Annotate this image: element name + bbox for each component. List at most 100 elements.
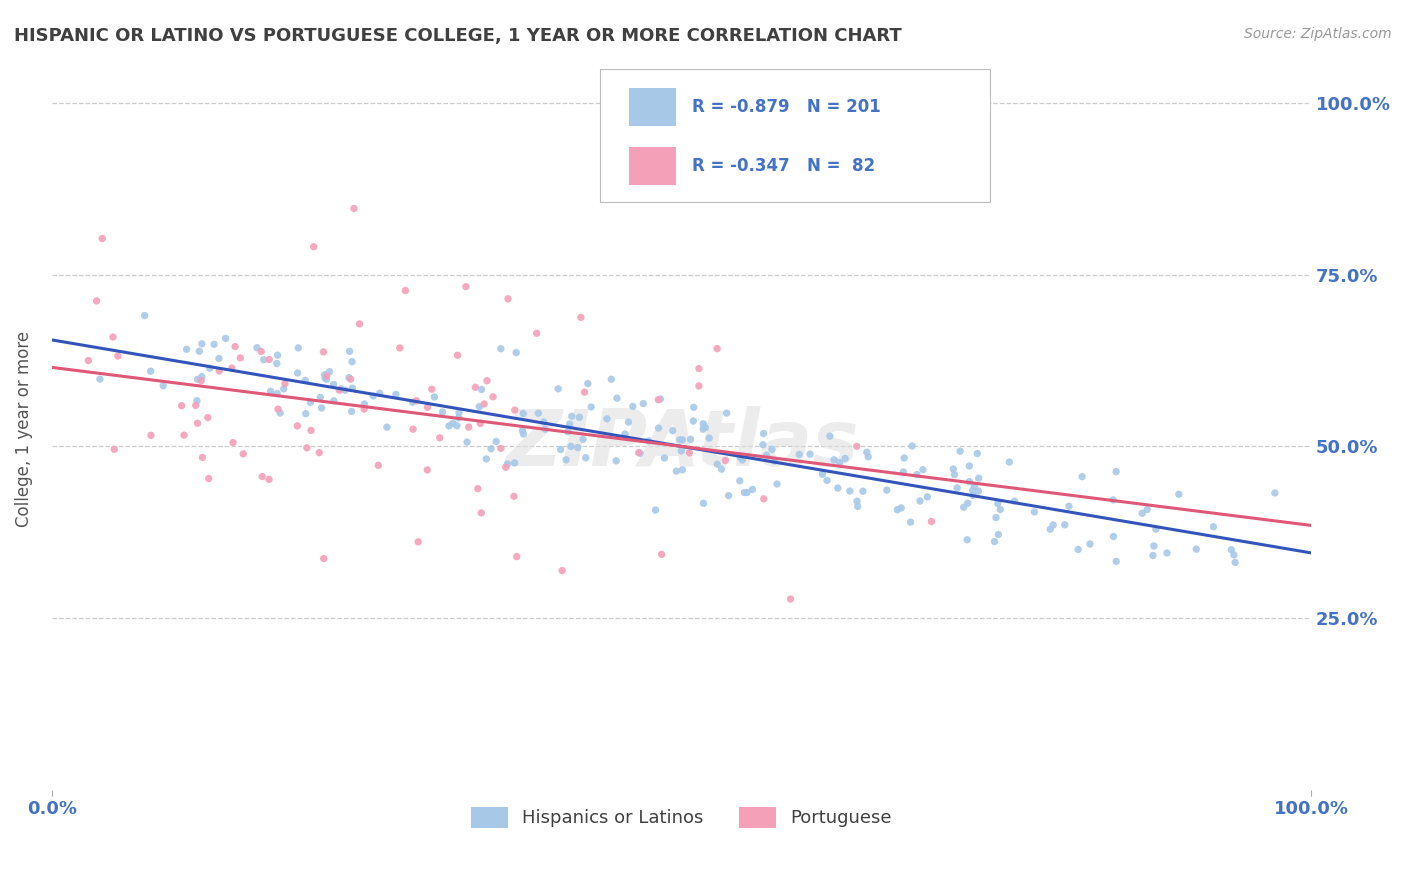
Point bbox=[671, 444, 693, 458]
Point bbox=[479, 442, 502, 456]
Point bbox=[77, 353, 100, 368]
Point bbox=[1078, 537, 1101, 551]
Point bbox=[627, 445, 650, 459]
Point bbox=[901, 439, 924, 453]
Point bbox=[232, 447, 254, 461]
Point bbox=[1004, 494, 1026, 508]
Legend: Hispanics or Latinos, Portuguese: Hispanics or Latinos, Portuguese bbox=[464, 800, 898, 835]
Point bbox=[827, 481, 849, 495]
Point bbox=[717, 489, 740, 503]
Point bbox=[471, 383, 494, 397]
Point bbox=[628, 446, 651, 460]
Point bbox=[637, 434, 659, 448]
Point bbox=[214, 331, 236, 345]
Point bbox=[1220, 542, 1243, 557]
Point bbox=[405, 393, 427, 408]
Point bbox=[1136, 502, 1159, 516]
Point bbox=[287, 341, 309, 355]
Point bbox=[86, 293, 108, 308]
Point bbox=[834, 451, 856, 466]
Point bbox=[838, 483, 860, 498]
Point bbox=[340, 355, 363, 369]
Point bbox=[856, 450, 879, 464]
Point bbox=[269, 406, 291, 420]
Point bbox=[468, 400, 491, 414]
Point bbox=[650, 392, 672, 406]
Point bbox=[1105, 465, 1128, 479]
Point bbox=[692, 417, 714, 431]
Point bbox=[555, 453, 578, 467]
Point bbox=[605, 454, 627, 468]
Point bbox=[728, 474, 751, 488]
Point bbox=[308, 445, 330, 459]
Point bbox=[692, 496, 714, 510]
Point bbox=[1102, 529, 1125, 543]
Point bbox=[314, 371, 336, 385]
Point bbox=[1071, 469, 1094, 483]
Point bbox=[550, 442, 572, 457]
Point bbox=[505, 345, 527, 359]
Text: HISPANIC OR LATINO VS PORTUGUESE COLLEGE, 1 YEAR OR MORE CORRELATION CHART: HISPANIC OR LATINO VS PORTUGUESE COLLEGE… bbox=[14, 27, 901, 45]
Point bbox=[367, 458, 389, 473]
Point bbox=[134, 309, 156, 323]
Point bbox=[943, 467, 966, 482]
Point bbox=[1042, 518, 1064, 533]
Point bbox=[574, 385, 596, 400]
Point bbox=[731, 453, 754, 467]
Point bbox=[446, 348, 468, 362]
Point bbox=[197, 472, 219, 486]
Point bbox=[678, 446, 700, 460]
Point bbox=[799, 447, 821, 461]
Point bbox=[361, 389, 384, 403]
Point bbox=[942, 462, 965, 476]
Point bbox=[495, 460, 517, 475]
Point bbox=[876, 483, 898, 497]
Point bbox=[89, 372, 111, 386]
Point bbox=[447, 406, 470, 420]
Point bbox=[191, 369, 214, 384]
Point bbox=[285, 418, 308, 433]
Point bbox=[846, 500, 869, 514]
Point bbox=[1067, 542, 1090, 557]
Point bbox=[485, 434, 508, 449]
Point bbox=[1053, 517, 1076, 532]
Point bbox=[467, 482, 489, 496]
Point bbox=[679, 433, 702, 447]
Point bbox=[322, 377, 344, 392]
Point bbox=[1102, 492, 1125, 507]
Point bbox=[695, 420, 717, 434]
Point bbox=[763, 454, 786, 468]
Point bbox=[184, 398, 207, 412]
Point bbox=[505, 549, 527, 564]
Point bbox=[139, 364, 162, 378]
Point bbox=[956, 496, 979, 510]
Point bbox=[457, 420, 479, 434]
Point bbox=[1057, 499, 1080, 513]
Point bbox=[987, 527, 1010, 541]
Point bbox=[456, 435, 478, 450]
Point bbox=[526, 326, 548, 341]
Point bbox=[1185, 542, 1208, 557]
Point bbox=[1264, 486, 1286, 500]
Point bbox=[1223, 548, 1246, 562]
Point bbox=[176, 343, 198, 357]
Point bbox=[1024, 505, 1046, 519]
Point bbox=[259, 384, 281, 399]
Point bbox=[766, 477, 789, 491]
Point bbox=[329, 382, 352, 396]
Point bbox=[987, 496, 1010, 510]
Point bbox=[343, 202, 366, 216]
Point bbox=[845, 439, 868, 453]
Point bbox=[647, 421, 669, 435]
Point bbox=[560, 439, 582, 453]
Point bbox=[741, 483, 763, 497]
Point bbox=[229, 351, 252, 365]
Point bbox=[1156, 546, 1178, 560]
Point bbox=[956, 533, 979, 547]
Point bbox=[253, 352, 276, 367]
Point bbox=[368, 386, 391, 401]
Point bbox=[402, 422, 425, 436]
Point bbox=[339, 372, 361, 386]
Point bbox=[299, 424, 322, 438]
Point bbox=[107, 349, 129, 363]
